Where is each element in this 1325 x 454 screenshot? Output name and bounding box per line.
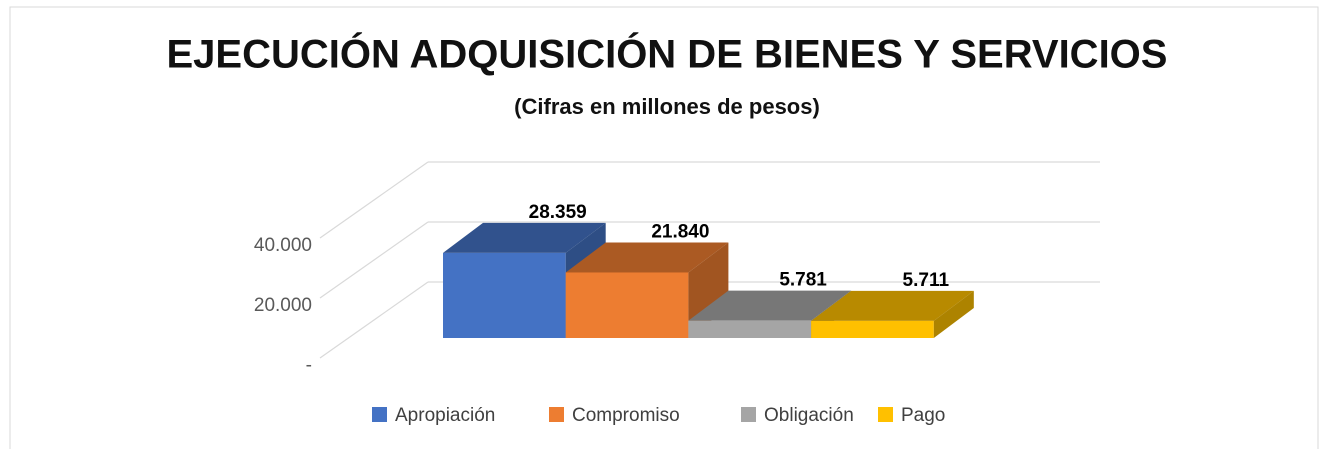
- y-tick-label: -: [306, 355, 312, 376]
- legend-label: Apropiación: [395, 405, 495, 426]
- chart-title: EJECUCIÓN ADQUISICIÓN DE BIENES Y SERVIC…: [167, 31, 1168, 77]
- chart-subtitle: (Cifras en millones de pesos): [514, 94, 820, 119]
- legend-label: Obligación: [764, 405, 854, 426]
- bar: [565, 272, 689, 338]
- bar: [811, 320, 934, 338]
- bar-top: [688, 290, 852, 321]
- data-label: 28.359: [529, 202, 587, 223]
- grid-line: [319, 281, 429, 359]
- data-label: 21.840: [651, 221, 709, 242]
- legend-swatch: [878, 407, 893, 422]
- legend-swatch: [549, 407, 564, 422]
- bar-side: [933, 290, 974, 338]
- bar-top: [443, 222, 606, 253]
- y-tick-label: 40.000: [254, 235, 312, 256]
- grid-line: [319, 221, 429, 299]
- bar: [443, 252, 566, 338]
- grid-line: [319, 161, 429, 239]
- bar: [688, 320, 812, 338]
- legend-swatch: [372, 407, 387, 422]
- legend-swatch: [741, 407, 756, 422]
- data-label: 5.711: [903, 270, 950, 291]
- bar-top: [565, 242, 729, 273]
- legend-label: Pago: [901, 405, 945, 426]
- data-label: 5.781: [779, 270, 827, 291]
- legend-label: Compromiso: [572, 405, 680, 426]
- bar-top: [811, 290, 974, 321]
- y-tick-label: 20.000: [254, 295, 312, 316]
- chart-frame: [9, 6, 1319, 454]
